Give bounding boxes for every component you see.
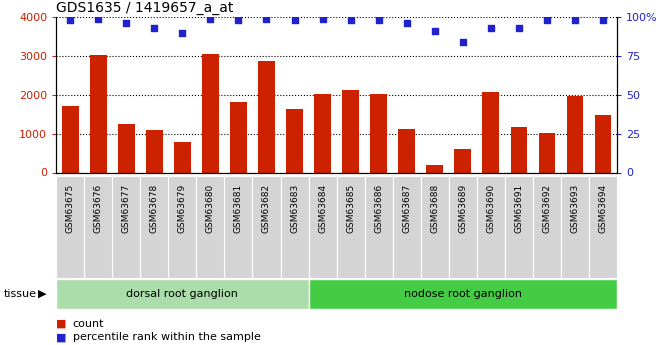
Text: GSM63689: GSM63689 [458,184,467,233]
Bar [337,176,365,278]
Point [233,18,244,23]
Bar [482,92,499,172]
Point [374,18,384,23]
Text: ■: ■ [56,332,67,342]
Bar [477,176,505,278]
Bar [84,176,112,278]
Bar [539,133,556,172]
Bar [230,102,247,172]
Point [149,26,160,31]
Text: GSM63691: GSM63691 [514,184,523,233]
Bar [561,176,589,278]
Text: GSM63679: GSM63679 [178,184,187,233]
Point [570,18,580,23]
Text: GSM63690: GSM63690 [486,184,496,233]
Bar [510,127,527,172]
Text: GSM63682: GSM63682 [262,184,271,233]
Bar [393,176,421,278]
Bar [280,176,309,278]
Text: GSM63693: GSM63693 [570,184,579,233]
Bar [258,61,275,172]
Bar [224,176,252,278]
Text: percentile rank within the sample: percentile rank within the sample [73,332,261,342]
Text: count: count [73,319,104,329]
Text: GSM63683: GSM63683 [290,184,299,233]
Point [65,18,75,23]
Point [598,18,609,23]
Text: GSM63676: GSM63676 [94,184,103,233]
Text: GSM63684: GSM63684 [318,184,327,233]
Point [261,16,272,21]
Point [289,18,300,23]
Bar [365,176,393,278]
Text: GSM63694: GSM63694 [599,184,608,233]
Text: tissue: tissue [3,289,36,299]
Text: GDS1635 / 1419657_a_at: GDS1635 / 1419657_a_at [56,1,234,15]
Bar [197,176,224,278]
Point [430,28,440,34]
Point [177,30,187,36]
Text: GSM63678: GSM63678 [150,184,159,233]
Bar [62,106,79,172]
Bar [426,165,443,172]
Point [345,18,356,23]
Bar [90,55,106,172]
Bar [140,176,168,278]
Point [401,21,412,26]
Bar [56,279,309,309]
Text: GSM63675: GSM63675 [65,184,75,233]
Bar [202,54,218,172]
Point [121,21,131,26]
Text: ■: ■ [56,319,67,329]
Bar [309,279,617,309]
Bar [421,176,449,278]
Bar [566,96,583,172]
Point [457,39,468,45]
Text: GSM63677: GSM63677 [121,184,131,233]
Point [542,18,552,23]
Bar [505,176,533,278]
Bar [449,176,477,278]
Bar [370,94,387,172]
Bar [112,176,140,278]
Text: GSM63680: GSM63680 [206,184,215,233]
Bar [589,176,617,278]
Bar [533,176,561,278]
Bar [174,142,191,172]
Bar [314,94,331,172]
Text: GSM63688: GSM63688 [430,184,440,233]
Text: nodose root ganglion: nodose root ganglion [404,289,522,299]
Text: GSM63692: GSM63692 [543,184,552,233]
Point [513,26,524,31]
Text: GSM63681: GSM63681 [234,184,243,233]
Bar [56,176,84,278]
Text: ▶: ▶ [38,289,47,299]
Bar [117,124,135,172]
Bar [398,129,415,172]
Bar [146,130,163,172]
Point [93,16,104,21]
Bar [286,109,303,172]
Text: GSM63686: GSM63686 [374,184,383,233]
Point [205,16,216,21]
Bar [168,176,197,278]
Bar [342,90,359,172]
Text: GSM63687: GSM63687 [402,184,411,233]
Bar [454,149,471,172]
Point [486,26,496,31]
Bar [252,176,280,278]
Point [317,16,328,21]
Bar [309,176,337,278]
Text: GSM63685: GSM63685 [346,184,355,233]
Text: dorsal root ganglion: dorsal root ganglion [126,289,238,299]
Bar [595,116,611,172]
